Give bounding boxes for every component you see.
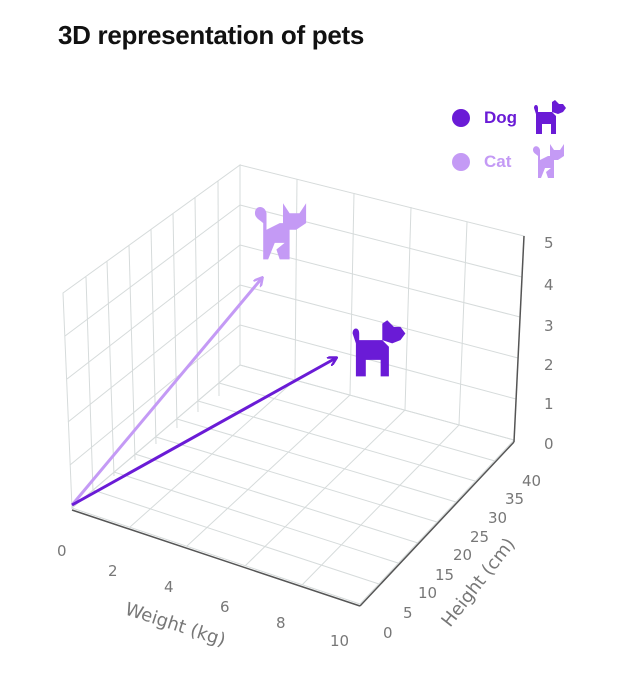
dog-legend-dot	[452, 109, 470, 127]
svg-text:4: 4	[164, 578, 174, 596]
cat-legend-label: Cat	[484, 152, 512, 171]
svg-text:5: 5	[403, 604, 413, 622]
svg-text:4: 4	[544, 276, 554, 294]
svg-text:8: 8	[276, 614, 286, 632]
z-axis-line	[513, 235, 525, 443]
z-axis-ticks: 0 1 2 3 4 5	[544, 234, 554, 453]
svg-text:6: 6	[220, 598, 230, 616]
svg-text:10: 10	[418, 584, 437, 602]
svg-text:10: 10	[330, 632, 349, 650]
height-axis-ticks: 0 5 10 15 20 25 30 35 40	[383, 472, 541, 642]
svg-text:25: 25	[470, 528, 489, 546]
axis-edges	[71, 235, 525, 607]
dog-vector-arrow	[71, 358, 336, 507]
svg-text:15: 15	[435, 566, 454, 584]
dog-legend-label: Dog	[484, 108, 518, 127]
chart-title: 3D representation of pets	[58, 20, 365, 50]
svg-text:2: 2	[108, 562, 118, 580]
left-wall-grid	[62, 164, 241, 510]
svg-text:35: 35	[505, 490, 524, 508]
svg-text:0: 0	[544, 435, 554, 453]
svg-text:30: 30	[488, 509, 507, 527]
weight-axis-label: Weight (kg)	[122, 599, 228, 651]
legend-item-dog[interactable]: Dog	[452, 96, 570, 140]
svg-text:1: 1	[544, 395, 554, 413]
cat-legend-dot	[452, 153, 470, 171]
svg-text:2: 2	[544, 356, 554, 374]
svg-text:40: 40	[522, 472, 541, 490]
svg-text:5: 5	[544, 234, 554, 252]
weight-axis-ticks: 0 2 4 6 8 10	[57, 542, 349, 650]
height-axis-line	[359, 441, 515, 607]
legend-item-cat[interactable]: Cat	[452, 140, 570, 184]
weight-axis-line	[71, 509, 361, 607]
svg-text:20: 20	[453, 546, 472, 564]
dog-icon	[534, 100, 566, 134]
legend: Dog Cat	[452, 96, 570, 184]
dog-marker-icon	[352, 320, 406, 377]
cat-vector-arrow	[70, 278, 262, 506]
svg-text:0: 0	[383, 624, 393, 642]
svg-text:0: 0	[57, 542, 67, 560]
cat-icon	[533, 144, 564, 178]
back-wall-grid	[239, 164, 525, 441]
svg-text:3: 3	[544, 317, 554, 335]
